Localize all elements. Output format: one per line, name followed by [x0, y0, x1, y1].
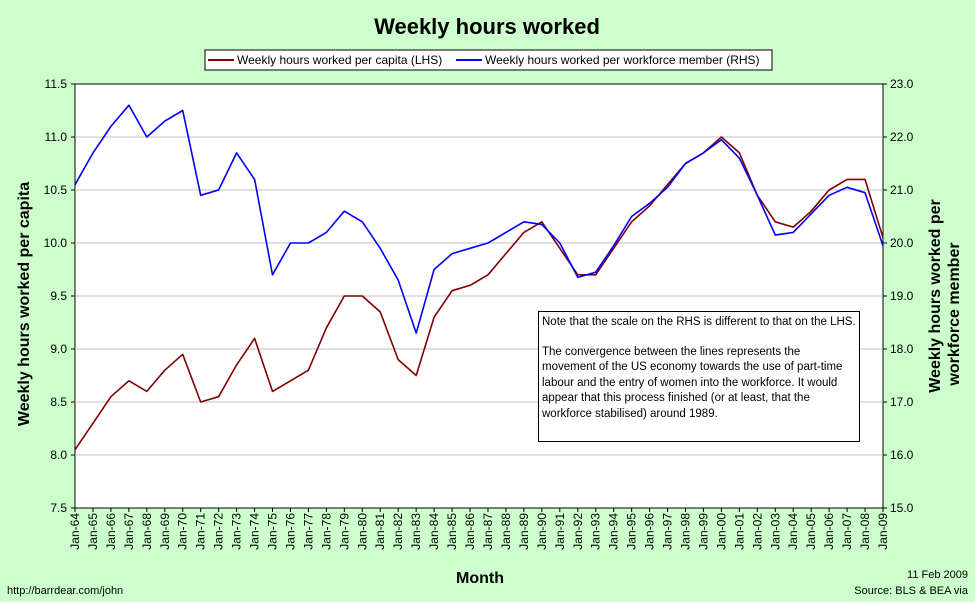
x-tick-label: Jan-75	[266, 513, 280, 550]
x-tick-label: Jan-81	[373, 513, 387, 550]
x-tick-label: Jan-92	[571, 513, 585, 550]
x-tick-label: Jan-74	[248, 513, 262, 550]
series-line-per-capita	[74, 136, 884, 451]
x-tick-label: Jan-07	[840, 513, 854, 550]
y-left-tick-label: 8.5	[50, 395, 67, 409]
footer-date: 11 Feb 2009	[907, 569, 968, 581]
x-tick-label: Jan-76	[283, 513, 297, 550]
x-tick-label: Jan-08	[858, 513, 872, 550]
y-right-tick-label: 23.0	[890, 77, 914, 91]
y-right-tick-label: 19.0	[890, 289, 914, 303]
x-tick-label: Jan-71	[194, 513, 208, 550]
y-left-tick-label: 7.5	[50, 501, 67, 515]
y-axis-right: 15.0 16.0 17.0 18.0 19.0 20.0 21.0 22.0 23.0	[883, 77, 914, 515]
x-tick-label: Jan-88	[499, 513, 513, 550]
y-axis-left: 7.5 8.0 8.5 9.0 9.5 10.0 10.5 11.0 11.5	[44, 77, 75, 515]
legend-label-rhs: Weekly hours worked per workforce member…	[485, 53, 760, 67]
x-tick-label: Jan-97	[661, 513, 675, 550]
x-tick-label: Jan-64	[68, 513, 82, 550]
x-tick-label: Jan-84	[427, 513, 441, 550]
y-right-tick-label: 17.0	[890, 395, 914, 409]
x-tick-label: Jan-79	[337, 513, 351, 550]
x-tick-label: Jan-69	[158, 513, 172, 550]
x-tick-label: Jan-02	[750, 513, 764, 550]
y-left-tick-label: 10.5	[44, 183, 68, 197]
y-right-tick-label: 16.0	[890, 448, 914, 462]
legend-box	[204, 49, 773, 71]
x-tick-label: Jan-70	[176, 513, 190, 550]
y-right-tick-label: 20.0	[890, 236, 914, 250]
x-tick-label: Jan-83	[409, 513, 423, 550]
x-tick-label: Jan-00	[714, 513, 728, 550]
footer-source: Source: BLS & BEA via	[854, 585, 969, 597]
x-tick-label: Jan-86	[463, 513, 477, 550]
note-paragraph-1: Note that the scale on the RHS is differ…	[542, 316, 856, 328]
series-lines	[74, 104, 884, 451]
x-tick-label: Jan-06	[822, 513, 836, 550]
x-tick-label: Jan-68	[140, 513, 154, 550]
footer-url: http://barrdear.com/john	[7, 585, 123, 597]
y-right-tick-label: 21.0	[890, 183, 914, 197]
x-tick-label: Jan-82	[391, 513, 405, 550]
note-paragraph-2: The convergence between the lines repres…	[542, 345, 843, 420]
x-tick-label: Jan-67	[122, 513, 136, 550]
y-left-tick-label: 8.0	[50, 448, 67, 462]
series-line-per-workforce-member	[74, 104, 884, 334]
y-right-tick-label: 15.0	[890, 501, 914, 515]
x-tick-label: Jan-96	[643, 513, 657, 550]
y-right-tick-label: 18.0	[890, 342, 914, 356]
y-left-tick-label: 10.0	[44, 236, 68, 250]
x-tick-label: Jan-78	[319, 513, 333, 550]
x-tick-label: Jan-03	[768, 513, 782, 550]
x-tick-label: Jan-01	[732, 513, 746, 550]
x-tick-label: Jan-66	[104, 513, 118, 550]
x-tick-label: Jan-87	[481, 513, 495, 550]
x-tick-label: Jan-09	[876, 513, 890, 550]
y-left-tick-label: 11.5	[45, 77, 68, 91]
x-tick-label: Jan-73	[230, 513, 244, 550]
x-tick-label: Jan-94	[607, 513, 621, 550]
x-tick-label: Jan-89	[517, 513, 531, 550]
y-left-tick-label: 9.5	[50, 289, 67, 303]
y-left-tick-label: 11.0	[45, 130, 68, 144]
y-axis-left-label: Weekly hours worked per capita	[16, 182, 33, 426]
x-tick-label: Jan-04	[786, 513, 800, 550]
x-tick-label: Jan-91	[553, 513, 567, 550]
x-tick-label: Jan-99	[696, 513, 710, 550]
legend-label-lhs: Weekly hours worked per capita (LHS)	[237, 53, 442, 67]
x-tick-label: Jan-85	[445, 513, 459, 550]
x-axis-label: Month	[456, 570, 504, 587]
x-tick-label: Jan-95	[625, 513, 639, 550]
x-tick-label: Jan-98	[678, 513, 692, 550]
chart-title: Weekly hours worked	[374, 14, 600, 39]
legend: Weekly hours worked per capita (LHS) Wee…	[204, 49, 773, 71]
x-axis: Jan-64 Jan-65 Jan-66 Jan-67 Jan-68 Jan-69 Jan-…	[68, 508, 890, 550]
x-tick-label: Jan-93	[589, 513, 603, 550]
x-tick-label: Jan-65	[86, 513, 100, 550]
x-tick-label: Jan-05	[804, 513, 818, 550]
y-left-tick-label: 9.0	[50, 342, 67, 356]
x-tick-label: Jan-80	[355, 513, 369, 550]
x-tick-label: Jan-77	[301, 513, 315, 550]
y-axis-right-label-line1: Weekly hours worked per	[927, 199, 944, 393]
annotation-note: Note that the scale on the RHS is differ…	[538, 311, 860, 442]
x-tick-label: Jan-90	[535, 513, 549, 550]
y-axis-right-label-line2: workforce member	[946, 242, 963, 386]
y-right-tick-label: 22.0	[890, 130, 914, 144]
x-tick-label: Jan-72	[212, 513, 226, 550]
